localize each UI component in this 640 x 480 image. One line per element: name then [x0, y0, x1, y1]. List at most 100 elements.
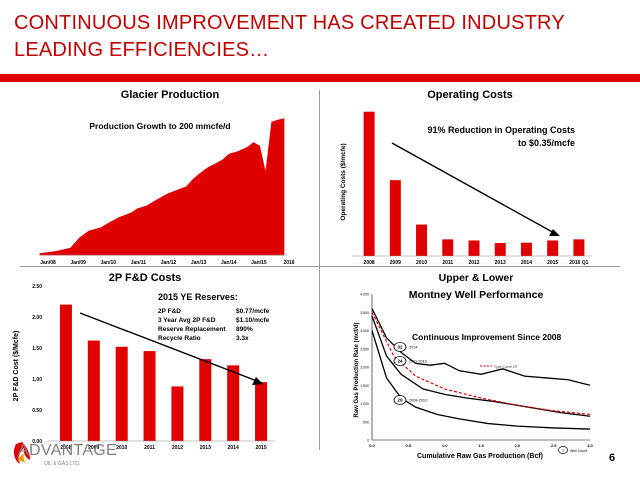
- montney-well-line: [371, 330, 591, 430]
- fd-x-tick-label: 2013: [200, 445, 211, 451]
- quadrant-divider-horizontal: [20, 266, 620, 267]
- fd-x-tick-label: 2009: [88, 445, 99, 451]
- montney-y-axis-label: Raw Gas Production Rate (mcf/d): [354, 322, 360, 417]
- opcost-x-tick-label: 2016 Q1: [569, 260, 588, 266]
- reserves-row-label: Recycle Ratio: [158, 335, 201, 342]
- fd-bar: [171, 386, 184, 441]
- fd-y-tick-label: 0.00: [32, 439, 42, 445]
- glacier-x-tick-label: Jan/14: [221, 260, 237, 266]
- opcost-trend-arrowhead: [549, 229, 560, 236]
- montney-y-tick-label: 2,500: [360, 347, 369, 351]
- montney-annotation: Continuous Improvement Since 2008: [412, 332, 562, 342]
- montney-well-count: 29: [397, 398, 403, 403]
- montney-title-line1: Upper & Lower: [439, 272, 514, 284]
- opcost-bar: [547, 240, 559, 256]
- glacier-x-tick-label: 2016: [283, 260, 294, 266]
- opcost-x-tick-label: 2015: [547, 260, 558, 266]
- fd-y-tick-label: 2.00: [32, 315, 42, 321]
- montney-well-line: [371, 308, 591, 386]
- opcost-x-tick-label: 2009: [390, 260, 401, 266]
- logo-text: ADVANTAGE: [18, 442, 118, 459]
- fd-bar: [59, 304, 72, 441]
- glacier-production-area: [39, 118, 285, 256]
- montney-y-tick-label: 3,000: [360, 329, 369, 333]
- montney-well-count-bubble: [393, 356, 407, 366]
- montney-well-tag: 2011-2013: [409, 360, 427, 364]
- logo-subtext: OIL & GAS LTD.: [44, 461, 81, 467]
- fd-bar: [255, 382, 268, 441]
- opcost-bar: [416, 224, 428, 256]
- montney-well-count: 24: [397, 359, 403, 364]
- reserves-row-value: 890%: [236, 326, 253, 333]
- slide-title-line2: LEADING EFFICIENCIES…: [14, 39, 270, 61]
- quadrant-divider-vertical: [319, 90, 320, 450]
- glacier-chart-title: Glacier Production: [121, 89, 220, 101]
- montney-y-tick-label: 2,000: [360, 366, 369, 370]
- montney-x-tick-label: 1.0: [442, 443, 448, 448]
- fd-bar: [87, 340, 100, 441]
- montney-legend-bubble: [558, 446, 568, 454]
- montney-well-count: 32: [397, 345, 403, 350]
- reserves-row-value: $1.10/mcfe: [236, 317, 270, 324]
- slide-title: CONTINUOUS IMPROVEMENT HAS CREATED INDUS…: [14, 10, 614, 64]
- page-number: 6: [609, 452, 616, 464]
- opcost-bar: [363, 111, 375, 256]
- opcost-chart-title: Operating Costs: [427, 89, 513, 101]
- fd-bar: [143, 351, 156, 441]
- opcost-x-tick-label: 2008: [364, 260, 375, 266]
- glacier-x-tick-label: Jan/11: [131, 260, 147, 266]
- fd-bar: [227, 365, 240, 441]
- montney-y-tick-label: 1,000: [360, 402, 369, 406]
- fd-bar: [115, 346, 128, 441]
- montney-well-tag: 2014: [409, 346, 417, 350]
- montney-well-count-bubble: [393, 342, 407, 352]
- montney-y-tick-label: 1,500: [360, 384, 369, 388]
- glacier-x-tick-label: Jan/10: [100, 260, 116, 266]
- montney-x-tick-label: 0.0: [369, 443, 375, 448]
- opcost-bar: [389, 180, 401, 256]
- fd-y-tick-label: 1.00: [32, 377, 42, 383]
- montney-legend-bubble-text: Well Count: [570, 449, 587, 453]
- montney-y-tick-label: 500: [363, 420, 369, 424]
- reserves-row-value: 3.3x: [236, 335, 249, 342]
- fd-x-tick-label: 2008: [60, 445, 71, 451]
- opcost-bar: [442, 239, 454, 256]
- montney-x-axis-label: Cumulative Raw Gas Production (Bcf): [417, 453, 543, 460]
- fd-x-tick-label: 2015: [256, 445, 267, 451]
- montney-x-tick-label: 0.5: [406, 443, 412, 448]
- montney-y-tick-label: 4,000: [360, 293, 369, 297]
- reserves-row-label: 3 Year Avg 2P F&D: [158, 317, 216, 324]
- opcost-x-tick-label: 2011: [442, 260, 453, 266]
- glacier-x-tick-label: Jan/15: [251, 260, 267, 266]
- fd-chart-title: 2P F&D Costs: [109, 272, 182, 284]
- fd-trend-arrowhead: [252, 377, 263, 385]
- montney-y-tick-label: 3,500: [360, 311, 369, 315]
- slide-title-line1: CONTINUOUS IMPROVEMENT HAS CREATED INDUS…: [14, 12, 565, 34]
- reserves-row-value: $0.77/mcfe: [236, 308, 270, 315]
- glacier-x-tick-label: Jan/12: [161, 260, 177, 266]
- opcost-bar: [468, 240, 480, 256]
- opcost-x-tick-label: 2013: [495, 260, 506, 266]
- opcost-y-axis-label: Operating Costs ($/mcfe): [340, 143, 347, 220]
- accent-bar: [0, 74, 640, 82]
- reserves-row-label: 2P F&D: [158, 308, 181, 315]
- opcost-bar: [520, 242, 532, 256]
- glacier-annotation: Production Growth to 200 mmcfe/d: [89, 121, 230, 131]
- flame-logo-icon: [13, 442, 30, 464]
- opcost-x-tick-label: 2012: [468, 260, 479, 266]
- opcost-x-tick-label: 2014: [521, 260, 532, 266]
- montney-x-tick-label: 2.0: [515, 443, 521, 448]
- glacier-x-tick-label: Jan/08: [40, 260, 56, 266]
- fd-bar: [199, 359, 212, 441]
- opcost-bar: [494, 243, 506, 256]
- fd-x-tick-label: 2012: [172, 445, 183, 451]
- fd-y-tick-label: 1.50: [32, 346, 42, 352]
- fd-y-tick-label: 0.50: [32, 408, 42, 414]
- montney-type-curve-line: [371, 311, 591, 416]
- opcost-annotation-line2: to $0.35/mcfe: [518, 138, 575, 148]
- montney-well-line: [371, 315, 591, 417]
- reserves-heading: 2015 YE Reserves:: [158, 292, 238, 302]
- montney-x-tick-label: 1.5: [478, 443, 484, 448]
- montney-x-tick-label: 3.0: [587, 443, 593, 448]
- fd-x-tick-label: 2010: [116, 445, 127, 451]
